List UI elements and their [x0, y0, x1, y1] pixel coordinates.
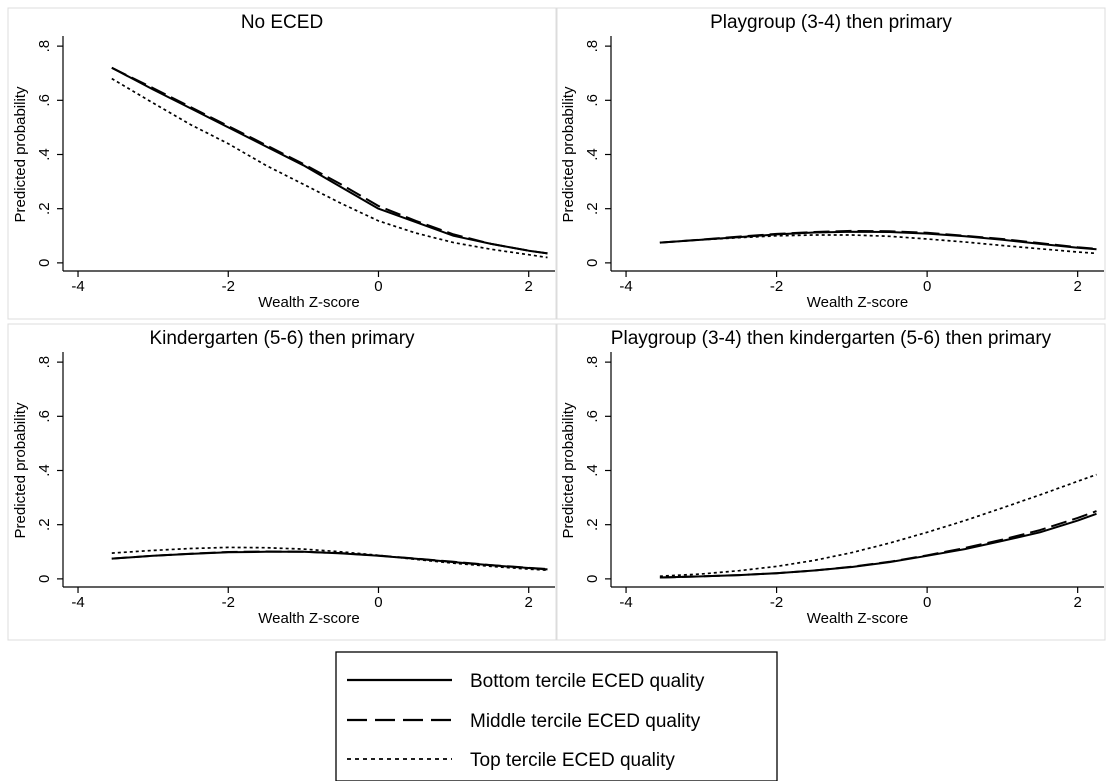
x-tick-label: 2	[1073, 594, 1081, 611]
y-axis-label: Predicted probability	[12, 86, 29, 222]
series-line-top-tercile	[111, 546, 548, 572]
y-axis-label: Predicted probability	[560, 402, 577, 538]
y-axis-label: Predicted probability	[560, 86, 577, 222]
y-tick-label: .6	[36, 410, 53, 423]
y-tick-label: .4	[36, 148, 53, 161]
x-tick-label: 0	[374, 278, 382, 295]
y-tick-label: .4	[36, 464, 53, 477]
y-tick-label: .2	[36, 202, 53, 215]
series-line-top-tercile	[111, 77, 548, 259]
series-line-middle-tercile	[111, 550, 548, 571]
panel-title: Playgroup (3-4) then kindergarten (5-6) …	[611, 328, 1052, 349]
y-tick-label: .8	[584, 40, 601, 53]
legend-label-top-tercile: Top tercile ECED quality	[470, 750, 675, 771]
x-tick-label: 0	[923, 594, 931, 611]
x-axis-label: Wealth Z-score	[807, 610, 908, 627]
y-tick-label: .8	[36, 356, 53, 369]
x-tick-label: 2	[525, 278, 533, 295]
x-axis-label: Wealth Z-score	[258, 610, 359, 627]
x-tick-label: -2	[222, 594, 235, 611]
panel-title: Kindergarten (5-6) then primary	[149, 328, 415, 349]
y-tick-label: .6	[584, 94, 601, 107]
x-tick-label: -4	[619, 594, 632, 611]
y-tick-label: .2	[584, 202, 601, 215]
x-tick-label: -2	[770, 594, 783, 611]
legend-box	[335, 651, 778, 781]
y-tick-label: .4	[584, 148, 601, 161]
legend-label-middle-tercile: Middle tercile ECED quality	[470, 711, 701, 732]
x-axis-label: Wealth Z-score	[258, 294, 359, 311]
x-axis-label: Wealth Z-score	[807, 294, 908, 311]
legend-label-bottom-tercile: Bottom tercile ECED quality	[470, 671, 705, 692]
panel-title: Playgroup (3-4) then primary	[710, 12, 952, 33]
series-line-middle-tercile	[659, 510, 1097, 579]
x-tick-label: -2	[770, 278, 783, 295]
y-tick-label: .2	[584, 518, 601, 531]
y-tick-label: 0	[36, 575, 53, 583]
y-tick-label: .6	[584, 410, 601, 423]
y-tick-label: .4	[584, 464, 601, 477]
x-tick-label: 0	[374, 594, 382, 611]
y-tick-label: .8	[36, 40, 53, 53]
panel-frame	[7, 323, 557, 641]
x-tick-label: 0	[923, 278, 931, 295]
x-tick-label: -4	[71, 278, 84, 295]
panel-frame	[556, 323, 1106, 641]
y-tick-label: .2	[36, 518, 53, 531]
chart-panels: No ECED 0 .2 .4 .6 .8 -4 -2 0 2 Wealth Z-score Pred…	[7, 7, 1106, 641]
y-tick-label: 0	[584, 259, 601, 267]
series-line-middle-tercile	[111, 66, 548, 255]
y-axis-label: Predicted probability	[12, 402, 29, 538]
y-tick-label: 0	[36, 259, 53, 267]
series-line-top-tercile	[659, 234, 1097, 255]
panel-title: No ECED	[241, 12, 323, 33]
x-tick-label: -4	[71, 594, 84, 611]
x-tick-label: 2	[1073, 278, 1081, 295]
panel-4: Playgroup (3-4) then kindergarten (5-6) …	[556, 323, 1106, 641]
y-tick-label: 0	[584, 575, 601, 583]
series-line-top-tercile	[659, 473, 1097, 578]
chart-legend: Bottom tercile ECED quality Middle terci…	[335, 651, 778, 781]
y-tick-label: .6	[36, 94, 53, 107]
series-line-middle-tercile	[659, 229, 1097, 250]
panel-1: No ECED 0 .2 .4 .6 .8 -4 -2 0 2 Wealth Z-score Pred…	[7, 7, 557, 320]
x-tick-label: 2	[525, 594, 533, 611]
panel-2: Playgroup (3-4) then primary 0 .2 .4 .6 .8 -4 -…	[556, 7, 1106, 320]
y-tick-label: .8	[584, 356, 601, 369]
panel-frame	[556, 7, 1106, 320]
x-tick-label: -4	[619, 278, 632, 295]
x-tick-label: -2	[222, 278, 235, 295]
panel-3: Kindergarten (5-6) then primary 0 .2 .4 .6 .8…	[7, 323, 557, 641]
panel-frame	[7, 7, 557, 320]
